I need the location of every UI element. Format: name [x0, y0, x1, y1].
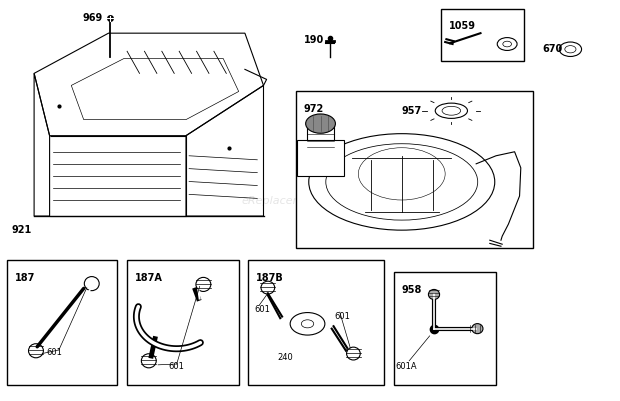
Text: 958: 958	[401, 284, 422, 294]
Bar	[127, 261, 239, 385]
Text: 601: 601	[254, 304, 270, 313]
Bar	[307, 124, 334, 156]
Text: 957: 957	[402, 105, 422, 115]
Bar	[296, 92, 533, 249]
Bar	[248, 261, 384, 385]
Text: 921: 921	[11, 225, 32, 235]
Circle shape	[306, 115, 335, 134]
Text: 1059: 1059	[449, 21, 476, 31]
Ellipse shape	[472, 324, 483, 334]
Text: 670: 670	[542, 44, 563, 54]
Text: 601: 601	[335, 311, 351, 320]
Text: 187: 187	[15, 272, 35, 282]
Bar	[7, 261, 117, 385]
Text: 601A: 601A	[396, 361, 417, 370]
Bar	[441, 10, 524, 62]
Bar	[297, 140, 344, 176]
Text: eReplacementParts.com: eReplacementParts.com	[242, 196, 378, 205]
Ellipse shape	[428, 290, 440, 300]
Text: 190: 190	[304, 35, 324, 45]
Text: 601: 601	[46, 347, 63, 356]
Text: 601: 601	[169, 361, 185, 370]
Text: 969: 969	[82, 13, 103, 23]
Bar	[394, 273, 496, 385]
Text: 240: 240	[278, 352, 293, 361]
Text: 972: 972	[304, 103, 324, 113]
Text: 187A: 187A	[135, 272, 162, 282]
Text: 187B: 187B	[255, 272, 283, 282]
